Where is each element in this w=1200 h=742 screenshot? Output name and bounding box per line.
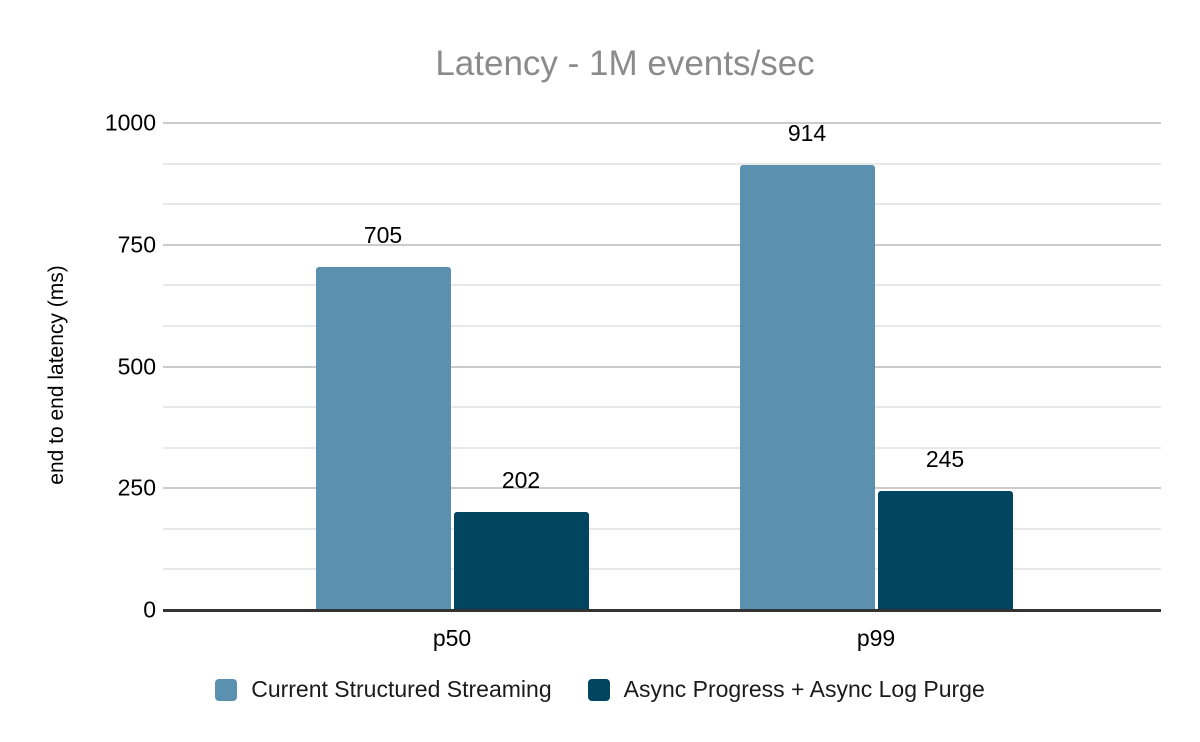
x-category-label: p50 xyxy=(432,625,472,651)
minor-gridline xyxy=(163,527,1161,530)
y-tick-label: 500 xyxy=(117,353,156,379)
major-gridline xyxy=(163,122,1161,124)
legend-label: Current Structured Streaming xyxy=(251,676,552,702)
y-tick-label: 0 xyxy=(143,596,156,623)
minor-gridline xyxy=(163,324,1161,327)
bar xyxy=(739,164,875,610)
plot-area: 705 202 914 245 xyxy=(163,119,1161,612)
legend-item: Async Progress + Async Log Purge xyxy=(587,676,985,703)
minor-gridline xyxy=(163,568,1161,571)
minor-gridline xyxy=(163,446,1161,449)
x-axis-line xyxy=(163,609,1161,612)
legend-swatch xyxy=(587,678,610,701)
legend: Current Structured Streaming Async Progre… xyxy=(0,676,1200,703)
bar-value-label: 202 xyxy=(501,466,541,493)
minor-gridline xyxy=(163,162,1161,165)
bar xyxy=(315,266,451,610)
bar-value-label: 245 xyxy=(925,445,965,472)
y-tick-label: 1000 xyxy=(104,109,156,136)
bar xyxy=(453,511,589,610)
minor-gridline xyxy=(163,284,1161,287)
y-axis-title: end to end latency (ms) xyxy=(45,265,68,485)
bar-value-label: 705 xyxy=(363,221,403,248)
major-gridline xyxy=(163,487,1161,490)
bar-value-label: 914 xyxy=(787,119,827,146)
bar xyxy=(877,490,1013,610)
minor-gridline xyxy=(163,406,1161,409)
major-gridline xyxy=(163,243,1161,246)
y-tick-label: 250 xyxy=(117,474,156,501)
y-tick-label: 750 xyxy=(117,231,156,258)
chart-title: Latency - 1M events/sec xyxy=(435,44,815,83)
legend-swatch xyxy=(215,678,238,701)
legend-item: Current Structured Streaming xyxy=(215,676,552,703)
minor-gridline xyxy=(163,203,1161,206)
legend-label: Async Progress + Async Log Purge xyxy=(623,676,985,702)
x-category-label: p99 xyxy=(856,625,896,651)
major-gridline xyxy=(163,365,1161,368)
